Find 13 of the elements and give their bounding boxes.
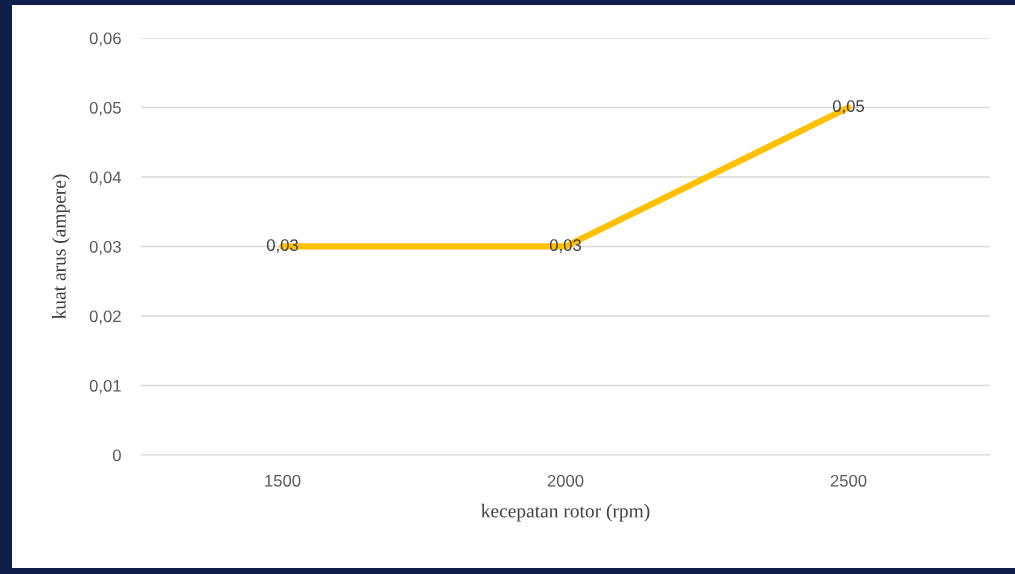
- y-axis-title: kuat arus (ampere): [52, 174, 70, 320]
- x-tick-label: 2500: [830, 474, 867, 487]
- y-tick-label: 0,04: [89, 171, 122, 186]
- data-label: 0,03: [266, 239, 298, 253]
- y-tick-label: 0,02: [89, 310, 121, 325]
- y-tick-label: 0,06: [89, 32, 121, 47]
- x-tick-label: 2000: [547, 474, 584, 487]
- y-tick-label: 0: [112, 449, 121, 462]
- y-tick-label: 0,03: [89, 240, 121, 255]
- x-axis-title: kecepatan rotor (rpm): [481, 503, 650, 522]
- y-tick-label: 0,01: [89, 379, 121, 394]
- y-tick-label: 0,05: [89, 101, 121, 116]
- x-tick-label: 1500: [265, 474, 301, 487]
